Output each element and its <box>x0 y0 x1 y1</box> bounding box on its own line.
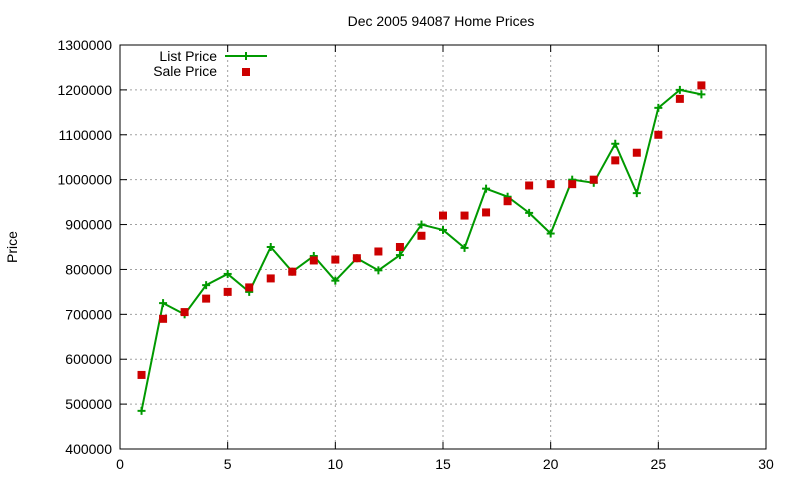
list-price-point <box>525 208 534 217</box>
sale-price-point <box>611 156 620 165</box>
list-price-point <box>202 281 211 290</box>
sale-price-point <box>159 314 168 323</box>
sale-price-point <box>503 197 512 206</box>
sale-price-point <box>374 247 383 256</box>
sale-price-point <box>202 294 211 303</box>
sale-price-point <box>589 175 598 184</box>
list-price-point <box>266 243 275 251</box>
list-price-point <box>546 229 555 238</box>
y-tick-label: 1000000 <box>57 172 112 188</box>
sale-price-point <box>266 274 275 283</box>
chart-title: Dec 2005 94087 Home Prices <box>348 13 535 29</box>
y-axis-label: Price <box>4 231 20 263</box>
legend-plus <box>242 52 250 60</box>
list-price-point <box>439 225 447 234</box>
y-tick-label: 600000 <box>65 351 112 367</box>
x-tick-label: 0 <box>116 456 124 472</box>
x-tick-label: 30 <box>758 456 774 472</box>
list-price-point <box>632 189 641 198</box>
y-tick-label: 500000 <box>65 396 112 412</box>
sale-price-point <box>546 180 555 189</box>
legend-marker-square <box>242 68 250 76</box>
x-tick-label: 25 <box>651 456 667 472</box>
x-tick-label: 10 <box>328 456 344 472</box>
list-price-point <box>654 103 663 112</box>
y-tick-label: 1300000 <box>57 37 112 53</box>
sale-price-point <box>180 308 189 317</box>
y-tick-label: 1200000 <box>57 82 112 98</box>
sale-price-point <box>654 130 663 139</box>
x-tick-label: 20 <box>543 456 559 472</box>
list-price-point <box>137 406 146 415</box>
sale-price-point <box>675 94 684 103</box>
sale-price-point <box>697 81 706 90</box>
list-price-point <box>223 269 232 278</box>
list-price-point <box>460 243 469 252</box>
x-tick-label: 15 <box>435 456 451 472</box>
sale-price-point <box>417 231 426 240</box>
sale-price-point <box>460 211 469 220</box>
list-price-point <box>331 276 340 285</box>
sale-price-point <box>245 283 254 292</box>
legend-marker-plus <box>242 52 250 60</box>
ticks <box>119 44 767 450</box>
legend: List Price Sale Price <box>153 48 267 79</box>
sale-price-point <box>395 243 404 251</box>
series-list-price-line <box>140 88 702 412</box>
series-layer <box>137 81 706 415</box>
sale-price-point <box>482 208 491 217</box>
list-price-point <box>697 90 706 99</box>
list-price-point <box>482 184 491 193</box>
list-price-point <box>611 139 620 148</box>
sale-price-point <box>352 254 361 263</box>
y-tick-label: 1100000 <box>59 127 113 143</box>
sale-price-point <box>288 267 297 276</box>
sale-price-point <box>568 180 577 189</box>
y-tick-label: 400000 <box>65 441 112 457</box>
grid <box>120 45 766 449</box>
y-tick-labels: 400000 500000 600000 700000 800000 900000 1000… <box>57 37 112 457</box>
y-tick-label: 700000 <box>65 306 112 322</box>
list-price-point <box>675 85 684 94</box>
y-tick-label: 800000 <box>65 261 112 277</box>
list-price-point <box>417 220 426 229</box>
sale-price-point <box>331 255 340 264</box>
legend-label-list-price: List Price <box>159 48 217 64</box>
sale-price-point <box>439 211 447 220</box>
sale-price-point <box>309 256 318 265</box>
sale-price-point <box>223 287 232 296</box>
x-tick-labels: 0 5 10 15 20 25 30 <box>116 456 774 472</box>
x-tick-label: 5 <box>224 456 232 472</box>
list-price-point <box>374 266 383 275</box>
legend-label-sale-price: Sale Price <box>153 63 217 79</box>
sale-price-point <box>525 181 534 190</box>
sale-price-point <box>137 370 146 379</box>
list-price-point <box>159 299 168 308</box>
sale-price-point <box>632 148 641 157</box>
list-price-point <box>395 251 404 260</box>
y-tick-label: 900000 <box>65 217 112 233</box>
